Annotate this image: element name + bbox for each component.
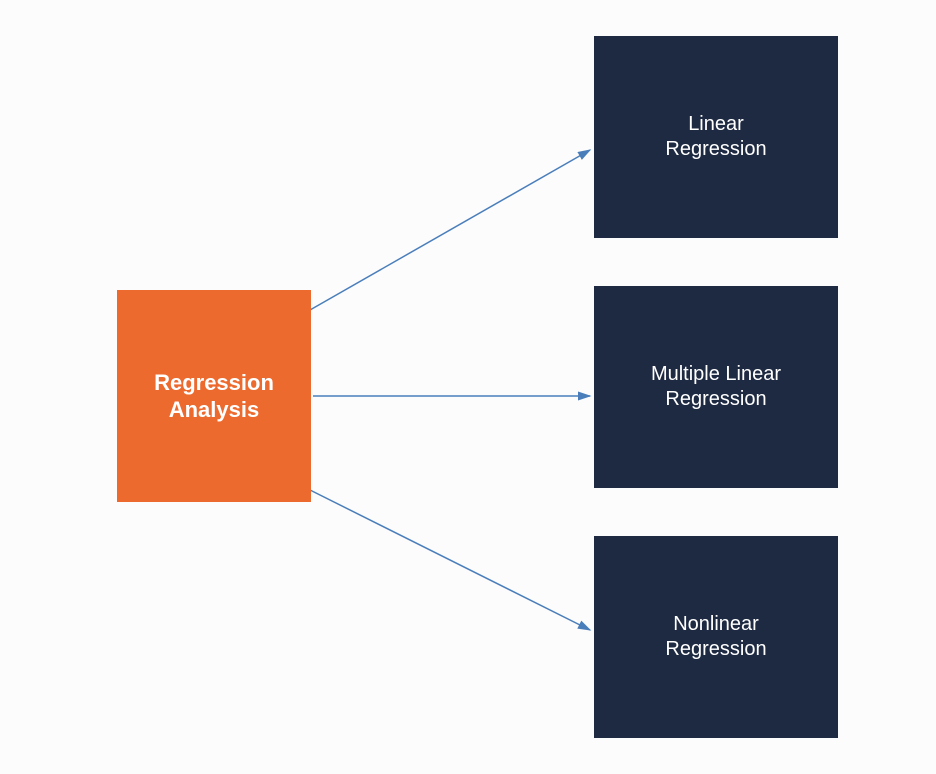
edge-root-to-nonlinear bbox=[310, 490, 590, 630]
node-linear-regression: Linear Regression bbox=[594, 36, 838, 238]
node-regression-analysis: Regression Analysis bbox=[117, 290, 311, 502]
node-label: Nonlinear Regression bbox=[665, 612, 766, 662]
edge-root-to-linear bbox=[310, 150, 590, 310]
diagram-canvas: Regression Analysis Linear Regression Mu… bbox=[0, 0, 936, 774]
node-label: Regression Analysis bbox=[154, 369, 274, 424]
node-multiple-linear-regression: Multiple Linear Regression bbox=[594, 286, 838, 488]
node-nonlinear-regression: Nonlinear Regression bbox=[594, 536, 838, 738]
node-label: Linear Regression bbox=[665, 112, 766, 162]
node-label: Multiple Linear Regression bbox=[651, 362, 781, 412]
